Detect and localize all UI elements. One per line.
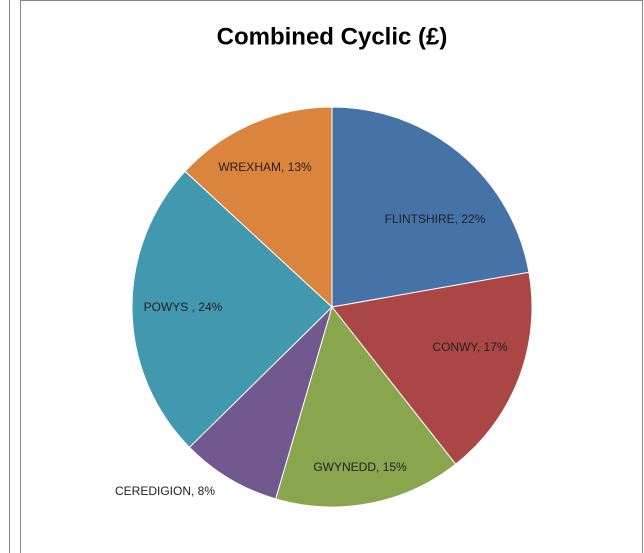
pie-slice <box>331 106 530 308</box>
chart-frame <box>20 0 643 553</box>
pie-slice <box>188 305 334 500</box>
pie-slice <box>131 170 333 449</box>
slice-label: FLINTSHIRE, 22% <box>385 212 486 226</box>
slice-label: GWYNEDD, 15% <box>313 460 407 474</box>
slice-label: POWYS , 24% <box>144 300 223 314</box>
slice-label: CEREDIGION, 8% <box>115 484 215 498</box>
slice-label: WREXHAM, 13% <box>218 160 312 174</box>
slice-label: CONWY, 17% <box>432 340 507 354</box>
pie-slice <box>184 106 333 309</box>
pie-slice <box>275 305 457 508</box>
pie-slice <box>331 271 533 465</box>
chart-title: Combined Cyclic (£) <box>217 23 448 50</box>
